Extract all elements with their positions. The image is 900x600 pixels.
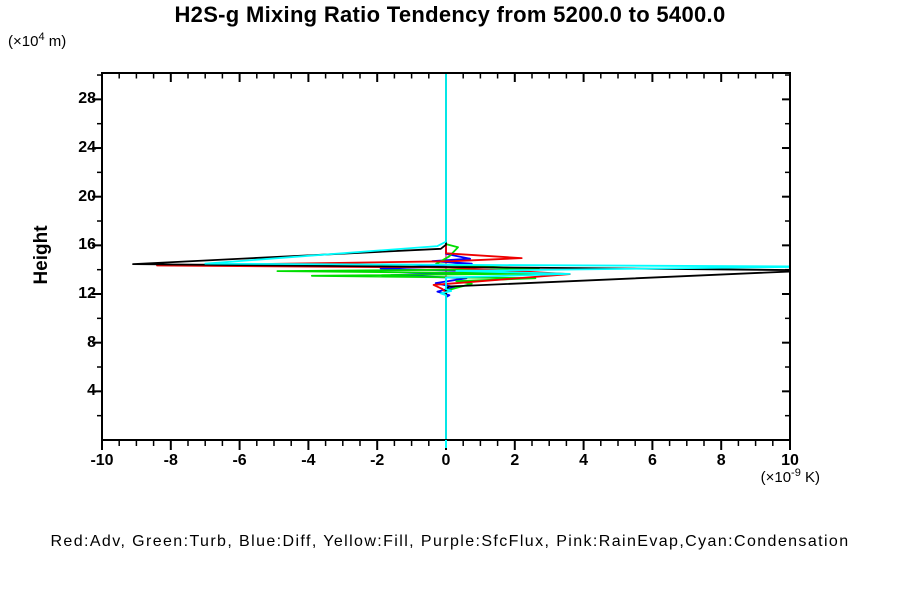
x-tick-label: 2: [510, 452, 520, 469]
y-tick-label: 12: [78, 285, 96, 302]
x-tick-label: 10: [781, 452, 799, 469]
x-tick-label: -2: [370, 452, 385, 469]
plot-title: H2S-g Mixing Ratio Tendency from 5200.0 …: [174, 2, 726, 27]
series-lines: [132, 74, 789, 439]
legend-text: Red:Adv, Green:Turb, Blue:Diff, Yellow:F…: [50, 533, 850, 550]
y-tick-label: 8: [87, 333, 96, 351]
x-tick-label: -6: [232, 452, 247, 469]
y-tick-label: 4: [87, 382, 96, 400]
x-tick-label: -4: [301, 452, 316, 469]
axis-ticks: [92, 74, 791, 450]
x-tick-label: -10: [90, 452, 114, 469]
series-line-diff: [379, 74, 494, 439]
y-tick-label: 16: [78, 236, 96, 254]
x-tick-label: -8: [163, 452, 178, 469]
y-axis-unit-label: (×104 m): [8, 31, 67, 50]
x-axis-unit-label: (×10-9 K): [760, 467, 820, 486]
x-tick-label: 0: [441, 452, 451, 469]
series-line-black-unlabeled-: [132, 74, 789, 439]
x-tick-label: 8: [716, 452, 726, 469]
y-tick-label: 24: [78, 139, 96, 157]
y-tick-label: 20: [78, 187, 96, 205]
x-tick-label: 6: [647, 452, 657, 469]
y-tick-label: 28: [78, 90, 96, 108]
x-tick-label: 4: [579, 452, 589, 469]
series-line-adv: [156, 74, 571, 439]
series-line-condensation: [204, 74, 789, 439]
